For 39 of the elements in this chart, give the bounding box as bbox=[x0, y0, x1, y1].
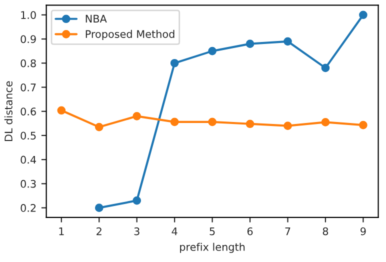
point bbox=[321, 64, 330, 72]
y-tick-label: 0.3 bbox=[20, 180, 36, 188]
point bbox=[170, 118, 179, 126]
x-tick-label: 9 bbox=[360, 227, 366, 236]
y-tick-label: 0.7 bbox=[20, 83, 36, 92]
point bbox=[132, 196, 142, 205]
point bbox=[321, 118, 330, 126]
y-tick-label: 0.8 bbox=[20, 59, 36, 68]
legend-label: Proposed Method bbox=[86, 30, 174, 40]
y-axis-title: DL distance bbox=[4, 81, 12, 141]
y-tick-label: 0.2 bbox=[20, 204, 36, 212]
point bbox=[170, 58, 179, 68]
x-tick-label: 2 bbox=[96, 227, 102, 236]
x-tick-label: 6 bbox=[247, 227, 253, 236]
x-tick-label: 5 bbox=[210, 228, 215, 236]
point bbox=[94, 122, 104, 132]
point bbox=[94, 204, 104, 212]
point bbox=[359, 120, 368, 130]
x-tick-label: 8 bbox=[322, 227, 328, 236]
legend-label: NBA bbox=[86, 14, 107, 23]
point bbox=[284, 37, 292, 46]
point bbox=[284, 122, 292, 130]
y-tick-label: 0.4 bbox=[20, 156, 36, 164]
point bbox=[359, 10, 368, 20]
y-tick-label: 0.9 bbox=[20, 35, 36, 44]
x-tick-label: 3 bbox=[134, 227, 140, 236]
x-tick-label: 7 bbox=[285, 228, 290, 236]
x-tick-label: 1 bbox=[59, 228, 64, 236]
point bbox=[246, 120, 254, 128]
y-tick-label: 1.0 bbox=[21, 11, 36, 19]
y-tick-label: 0.6 bbox=[20, 108, 36, 116]
point bbox=[208, 118, 216, 126]
point bbox=[132, 112, 142, 120]
point bbox=[246, 40, 254, 48]
point bbox=[208, 46, 216, 56]
y-tick-label: 0.5 bbox=[20, 132, 36, 140]
point bbox=[57, 106, 66, 115]
x-axis-title: prefix length bbox=[180, 242, 245, 253]
x-tick-label: 4 bbox=[172, 228, 178, 236]
